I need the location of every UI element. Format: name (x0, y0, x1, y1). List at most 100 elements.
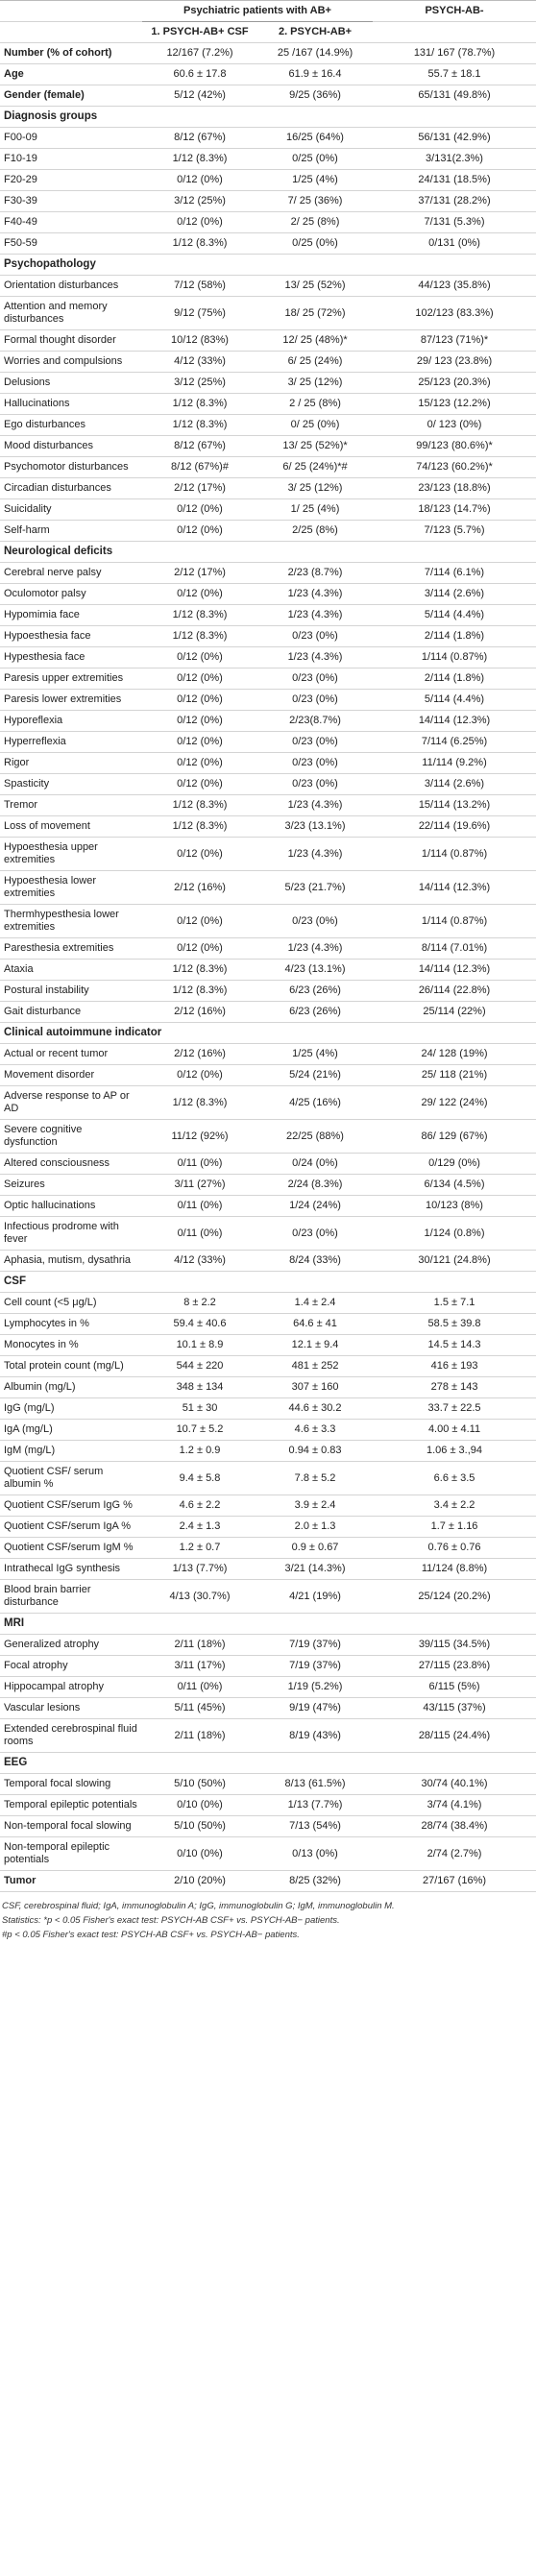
cell-value: 1/114 (0.87%) (373, 646, 536, 668)
table-row: Quotient CSF/serum IgG % 4.6 ± 2.2 3.9 ± 2… (0, 1495, 536, 1517)
cell-value: 22/25 (88%) (257, 1119, 374, 1154)
table-row: Non-temporal focal slowing 5/10 (50%) 7/13… (0, 1815, 536, 1837)
table-row: Psychomotor disturbances 8/12 (67%)# 6/ 25… (0, 456, 536, 478)
cell-value: 2.0 ± 1.3 (257, 1516, 374, 1538)
table-row: Oculomotor palsy 0/12 (0%) 1/23 (4.3%) 3/11… (0, 583, 536, 605)
cell-value: 0/25 (0%) (257, 232, 374, 255)
table-row: Severe cognitive dysfunction 11/12 (92%) 2… (0, 1119, 536, 1154)
cell-value: 9/12 (75%) (142, 296, 257, 330)
table-row: Hypomimia face 1/12 (8.3%) 1/23 (4.3%) 5/11… (0, 604, 536, 626)
cell-value: 3/11 (27%) (142, 1174, 257, 1196)
cell-value: 0/12 (0%) (142, 583, 257, 605)
cell-value: 3/12 (25%) (142, 372, 257, 394)
cell-value: 0/12 (0%) (142, 731, 257, 753)
table-row: Ataxia 1/12 (8.3%) 4/23 (13.1%) 14/114 (12.… (0, 959, 536, 981)
cell-value: 4/13 (30.7%) (142, 1579, 257, 1614)
table-row: Hypoesthesia upper extremities 0/12 (0%) 1… (0, 837, 536, 871)
cell-value: 2 / 25 (8%) (257, 393, 374, 415)
row-label: Paresthesia extremities (0, 937, 142, 960)
table-row: Ego disturbances 1/12 (8.3%) 0/ 25 (0%) 0/ … (0, 414, 536, 436)
cell-value: 7/19 (37%) (257, 1634, 374, 1656)
cell-value: 0/10 (0%) (142, 1836, 257, 1871)
cell-value: 1/25 (4%) (257, 169, 374, 191)
cell-value: 0/12 (0%) (142, 498, 257, 521)
table-row: IgA (mg/L) 10.7 ± 5.2 4.6 ± 3.3 4.00 ± 4.11 (0, 1419, 536, 1441)
section-title: Diagnosis groups (0, 106, 536, 128)
cell-value: 14/114 (12.3%) (373, 870, 536, 905)
table-row: Tumor 2/10 (20%) 8/25 (32%) 27/167 (16%) (0, 1870, 536, 1892)
table-row: F40-49 0/12 (0%) 2/ 25 (8%) 7/131 (5.3%) (0, 211, 536, 233)
section-title: Psychopathology (0, 254, 536, 276)
cell-value: 102/123 (83.3%) (373, 296, 536, 330)
table-row: Adverse response to AP or AD 1/12 (8.3%) 4… (0, 1085, 536, 1120)
cell-value: 14/114 (12.3%) (373, 710, 536, 732)
cell-value: 22/114 (19.6%) (373, 815, 536, 838)
cell-value: 8 ± 2.2 (142, 1292, 257, 1314)
table-row: Hyporeflexia 0/12 (0%) 2/23(8.7%) 14/114 (1… (0, 710, 536, 732)
cell-value: 3/21 (14.3%) (257, 1558, 374, 1580)
cell-value: 1/12 (8.3%) (142, 959, 257, 981)
table-row: Self-harm 0/12 (0%) 2/25 (8%) 7/123 (5.7%) (0, 520, 536, 542)
cell-value: 9/25 (36%) (257, 85, 374, 107)
table-row: Quotient CSF/ serum albumin % 9.4 ± 5.8 7.… (0, 1461, 536, 1495)
row-label: Mood disturbances (0, 435, 142, 457)
table-row: Tremor 1/12 (8.3%) 1/23 (4.3%) 15/114 (13.2… (0, 794, 536, 816)
row-label: Attention and memory disturbances (0, 296, 142, 330)
table-row: Extended cerebrospinal fluid rooms 2/11 (… (0, 1718, 536, 1753)
section-title: CSF (0, 1271, 536, 1293)
row-label: Seizures (0, 1174, 142, 1196)
row-label: Psychomotor disturbances (0, 456, 142, 478)
cell-value: 0/12 (0%) (142, 904, 257, 938)
header-cell (373, 21, 536, 43)
cell-value: 6/23 (26%) (257, 1001, 374, 1023)
cell-value: 0/12 (0%) (142, 169, 257, 191)
cell-value: 11/12 (92%) (142, 1119, 257, 1154)
cell-value: 4.6 ± 3.3 (257, 1419, 374, 1441)
row-label: Delusions (0, 372, 142, 394)
row-label: Worries and compulsions (0, 351, 142, 373)
cell-value: 1/12 (8.3%) (142, 232, 257, 255)
cell-value: 1/114 (0.87%) (373, 904, 536, 938)
cell-value: 0/131 (0%) (373, 232, 536, 255)
row-label: Vascular lesions (0, 1697, 142, 1719)
cell-value: 8/24 (33%) (257, 1250, 374, 1272)
cell-value: 0/23 (0%) (257, 625, 374, 647)
cell-value: 2/12 (16%) (142, 1001, 257, 1023)
cell-value: 6/134 (4.5%) (373, 1174, 536, 1196)
row-label: Movement disorder (0, 1064, 142, 1086)
cell-value: 1/12 (8.3%) (142, 393, 257, 415)
cell-value: 2/25 (8%) (257, 520, 374, 542)
cell-value: 1/114 (0.87%) (373, 837, 536, 871)
row-label: Monocytes in % (0, 1334, 142, 1356)
table-row: Age 60.6 ± 17.8 61.9 ± 16.4 55.7 ± 18.1 (0, 63, 536, 85)
row-label: Total protein count (mg/L) (0, 1355, 142, 1377)
cell-value: 278 ± 143 (373, 1376, 536, 1398)
cell-value: 29/ 123 (23.8%) (373, 351, 536, 373)
cell-value: 44/123 (35.8%) (373, 275, 536, 297)
cell-value: 4/12 (33%) (142, 1250, 257, 1272)
cell-value: 348 ± 134 (142, 1376, 257, 1398)
row-label: Gait disturbance (0, 1001, 142, 1023)
row-label: Cell count (<5 μg/L) (0, 1292, 142, 1314)
cell-value: 2/24 (8.3%) (257, 1174, 374, 1196)
cell-value: 5/11 (45%) (142, 1697, 257, 1719)
cell-value: 1.2 ± 0.7 (142, 1537, 257, 1559)
cell-value: 481 ± 252 (257, 1355, 374, 1377)
table-row: Mood disturbances 8/12 (67%) 13/ 25 (52%)*… (0, 435, 536, 457)
cell-value: 7.8 ± 5.2 (257, 1461, 374, 1495)
cell-value: 28/115 (24.4%) (373, 1718, 536, 1753)
cell-value: 1/13 (7.7%) (257, 1794, 374, 1816)
table-row: Thermhypesthesia lower extremities 0/12 (… (0, 904, 536, 938)
row-label: Adverse response to AP or AD (0, 1085, 142, 1120)
table-row: Gender (female) 5/12 (42%) 9/25 (36%) 65/13… (0, 85, 536, 107)
cell-value: 0/12 (0%) (142, 689, 257, 711)
table-row: Seizures 3/11 (27%) 2/24 (8.3%) 6/134 (4.5%… (0, 1174, 536, 1196)
cell-value: 5/114 (4.4%) (373, 604, 536, 626)
cell-value: 2.4 ± 1.3 (142, 1516, 257, 1538)
cell-value: 307 ± 160 (257, 1376, 374, 1398)
row-label: Rigor (0, 752, 142, 774)
cell-value: 0/ 25 (0%) (257, 414, 374, 436)
cell-value: 9.4 ± 5.8 (142, 1461, 257, 1495)
cell-value: 64.6 ± 41 (257, 1313, 374, 1335)
cell-value: 4/23 (13.1%) (257, 959, 374, 981)
